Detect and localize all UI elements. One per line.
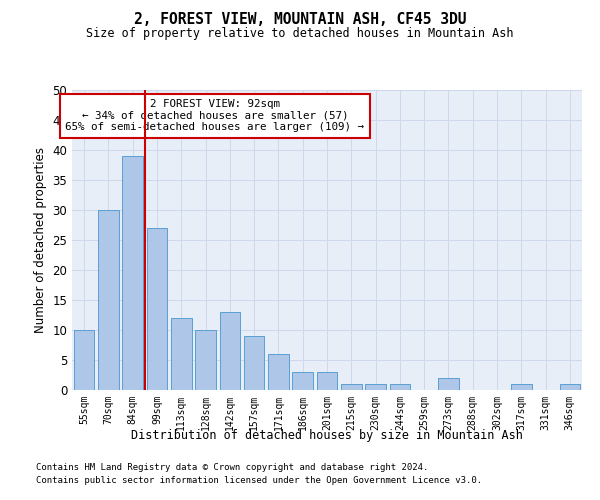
- Y-axis label: Number of detached properties: Number of detached properties: [34, 147, 47, 333]
- Bar: [511, 384, 532, 390]
- Bar: [195, 330, 216, 390]
- Text: 2 FOREST VIEW: 92sqm
← 34% of detached houses are smaller (57)
65% of semi-detac: 2 FOREST VIEW: 92sqm ← 34% of detached h…: [65, 99, 364, 132]
- Bar: [365, 384, 386, 390]
- Text: 2, FOREST VIEW, MOUNTAIN ASH, CF45 3DU: 2, FOREST VIEW, MOUNTAIN ASH, CF45 3DU: [134, 12, 466, 28]
- Text: Distribution of detached houses by size in Mountain Ash: Distribution of detached houses by size …: [131, 428, 523, 442]
- Bar: [122, 156, 143, 390]
- Text: Size of property relative to detached houses in Mountain Ash: Size of property relative to detached ho…: [86, 28, 514, 40]
- Bar: [268, 354, 289, 390]
- Bar: [341, 384, 362, 390]
- Bar: [389, 384, 410, 390]
- Bar: [317, 372, 337, 390]
- Bar: [220, 312, 240, 390]
- Bar: [146, 228, 167, 390]
- Text: Contains public sector information licensed under the Open Government Licence v3: Contains public sector information licen…: [36, 476, 482, 485]
- Bar: [74, 330, 94, 390]
- Bar: [98, 210, 119, 390]
- Text: Contains HM Land Registry data © Crown copyright and database right 2024.: Contains HM Land Registry data © Crown c…: [36, 464, 428, 472]
- Bar: [244, 336, 265, 390]
- Bar: [560, 384, 580, 390]
- Bar: [171, 318, 191, 390]
- Bar: [438, 378, 459, 390]
- Bar: [292, 372, 313, 390]
